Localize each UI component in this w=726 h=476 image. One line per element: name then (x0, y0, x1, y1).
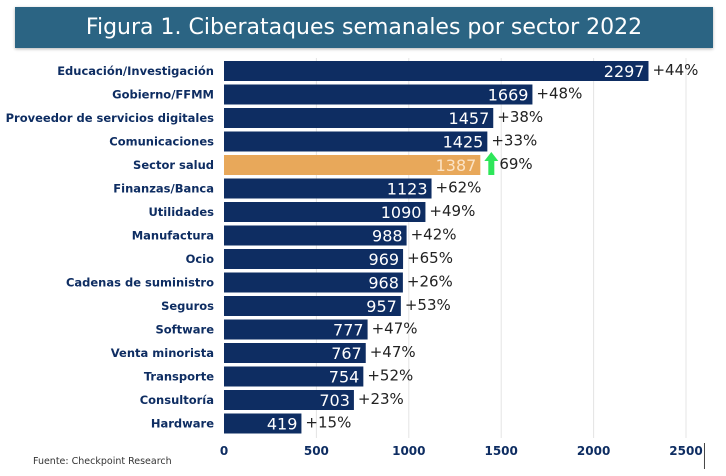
value-label: 777 (333, 321, 364, 340)
change-label: +53% (405, 296, 451, 314)
bar (224, 366, 364, 387)
bar (224, 155, 481, 175)
change-label: +33% (491, 132, 537, 150)
category-label: Sector salud (133, 158, 214, 172)
value-label: 1425 (443, 133, 484, 152)
x-tick-label: 0 (220, 444, 228, 458)
category-label: Finanzas/Banca (113, 182, 214, 196)
category-label: Educación/Investigación (57, 64, 214, 78)
change-label: 69% (499, 155, 532, 173)
source-note: Fuente: Checkpoint Research (33, 456, 172, 467)
bar (224, 131, 488, 152)
value-label: 1669 (488, 86, 529, 105)
value-label: 1457 (449, 109, 490, 128)
bar (224, 343, 366, 363)
change-label: +42% (411, 226, 457, 244)
bar (224, 178, 432, 199)
change-label: +65% (407, 249, 453, 267)
category-label: Software (155, 323, 214, 337)
change-label: +47% (372, 320, 418, 338)
bar (224, 108, 494, 128)
change-label: +44% (652, 61, 698, 79)
change-label: +52% (367, 367, 413, 385)
change-label: +38% (497, 108, 543, 126)
category-label: Venta minorista (111, 346, 214, 360)
bar (224, 390, 354, 410)
category-label: Comunicaciones (109, 135, 214, 149)
value-label: 754 (329, 368, 360, 387)
change-label: +26% (407, 273, 453, 291)
value-label: 703 (319, 391, 350, 410)
value-label: 767 (331, 344, 362, 363)
value-label: 2297 (604, 62, 645, 81)
value-label: 1387 (436, 156, 477, 175)
x-tick-label: 500 (304, 444, 329, 458)
value-label: 957 (366, 297, 397, 316)
value-label: 1090 (381, 203, 422, 222)
value-label: 968 (368, 274, 399, 293)
up-arrow-icon (484, 152, 499, 175)
category-label: Proveedor de servicios digitales (6, 111, 215, 125)
category-label: Seguros (161, 299, 214, 313)
bar (224, 249, 404, 269)
x-tick-label: 1500 (484, 444, 517, 458)
chart-title: Figura 1. Ciberataques semanales por sec… (15, 7, 713, 48)
bar (224, 61, 649, 81)
change-label: +49% (429, 202, 475, 220)
bar (224, 413, 302, 434)
category-label: Utilidades (148, 205, 214, 219)
category-label: Gobierno/FFMM (112, 88, 214, 102)
change-label: +62% (436, 179, 482, 197)
bar (224, 319, 368, 340)
category-label: Hardware (151, 417, 214, 431)
value-label: 969 (369, 250, 400, 269)
category-label: Manufactura (132, 229, 214, 243)
value-label: 1123 (387, 180, 428, 199)
change-label: +48% (536, 85, 582, 103)
category-label: Consultoría (140, 393, 214, 407)
bar (224, 225, 407, 246)
category-label: Cadenas de suministro (66, 276, 214, 290)
category-label: Ocio (186, 252, 215, 266)
change-label: +15% (305, 414, 351, 432)
x-tick-label: 1000 (392, 444, 425, 458)
x-tick-label: 2000 (577, 444, 610, 458)
change-label: +47% (370, 343, 416, 361)
change-label: +23% (358, 390, 404, 408)
bar (224, 84, 533, 105)
bar (224, 296, 401, 316)
x-tick-label: 2500 (669, 444, 702, 458)
bar (224, 272, 403, 293)
category-label: Transporte (144, 370, 214, 384)
value-label: 988 (372, 227, 403, 246)
bar (224, 202, 426, 222)
value-label: 419 (267, 415, 298, 434)
